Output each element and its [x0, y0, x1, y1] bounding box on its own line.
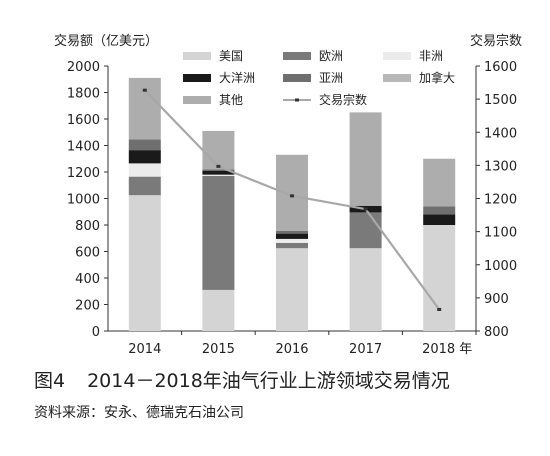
bar-segment	[423, 214, 456, 225]
bar-segment	[202, 174, 235, 176]
bar-segment	[202, 289, 235, 331]
bar-segment	[128, 163, 161, 177]
y-right-tick-label: 1100	[484, 226, 517, 241]
y-right-tick-label: 1500	[484, 93, 517, 108]
figure-title: 2014－2018年油气行业上游领域交易情况	[87, 370, 450, 392]
legend-line-marker	[295, 98, 299, 102]
legend-label: 加拿大	[419, 70, 455, 85]
y-axis-right-title: 交易宗数	[470, 33, 522, 49]
bar-segment	[276, 233, 308, 239]
bar-segment	[276, 238, 308, 243]
line-point-marker	[363, 207, 368, 211]
y-left-tick-label: 400	[75, 272, 100, 287]
bar-segment	[202, 175, 235, 290]
bar-segment	[349, 248, 382, 331]
y-left-tick-label: 1400	[67, 140, 100, 155]
bar-segment	[128, 176, 161, 196]
y-right-tick-label: 900	[484, 292, 509, 307]
bar-segment	[128, 77, 161, 140]
line-point-marker	[437, 307, 442, 311]
y-left-tick-label: 800	[75, 219, 100, 234]
x-tick-label: 2016	[275, 342, 308, 357]
x-tick-label: 2017	[349, 342, 382, 357]
bar-segment	[276, 248, 308, 331]
bar-segment	[128, 139, 161, 151]
y-left-tick-label: 1800	[67, 87, 100, 102]
legend-swatch	[383, 74, 411, 82]
bar-segment	[202, 169, 235, 171]
bar-segment	[202, 170, 235, 175]
x-tick-label: 2015	[202, 342, 235, 357]
bar-segment	[276, 230, 308, 234]
line-point-marker	[216, 164, 221, 168]
legend-swatch	[183, 52, 211, 60]
legend-swatch	[283, 52, 311, 60]
y-left-tick-label: 1000	[67, 193, 100, 208]
legend-label: 交易宗数	[319, 92, 367, 107]
legend-label: 美国	[219, 49, 243, 63]
y-right-tick-label: 1400	[484, 126, 517, 141]
y-left-tick-label: 2000	[67, 60, 100, 75]
y-right-tick-label: 1300	[484, 159, 517, 174]
y-right-tick-label: 800	[484, 325, 509, 340]
legend-swatch	[183, 74, 211, 82]
y-left-tick-label: 200	[75, 299, 100, 314]
legend-swatch	[183, 96, 211, 104]
bar-segment	[349, 212, 382, 249]
legend-label: 欧洲	[319, 49, 343, 63]
bar-segment	[423, 206, 456, 215]
legend-label: 其他	[219, 93, 243, 107]
y-left-tick-label: 600	[75, 246, 100, 261]
bar-segment	[276, 154, 308, 231]
legend-swatch	[283, 74, 311, 82]
line-point-marker	[290, 194, 294, 198]
figure-number: 图4	[34, 370, 66, 392]
y-left-tick-label: 1600	[67, 113, 100, 128]
x-tick-label: 2018 年	[422, 342, 472, 357]
y-left-tick-label: 0	[92, 325, 100, 340]
bar-segment	[128, 150, 161, 164]
legend-label: 大洋洲	[219, 70, 255, 85]
bar-segment	[202, 130, 235, 170]
figure-caption: 图4 2014－2018年油气行业上游领域交易情况	[34, 366, 450, 393]
bar-segment	[423, 225, 456, 331]
bar-segment	[276, 242, 308, 249]
y-left-tick-label: 1200	[67, 166, 100, 181]
figure-source: 资料来源：安永、德瑞克石油公司	[34, 405, 244, 421]
legend-label: 亚洲	[319, 71, 343, 85]
bar-segment	[423, 158, 456, 207]
x-tick-label: 2014	[128, 342, 161, 357]
y-right-tick-label: 1000	[484, 259, 517, 274]
legend-label: 非洲	[419, 49, 443, 63]
legend-swatch	[383, 52, 411, 60]
y-right-tick-label: 1600	[484, 60, 517, 75]
chart-svg: 交易额（亿美元） 交易宗数 0 200 400 600 800 1000 1200 1400 160…	[54, 33, 522, 357]
line-point-marker	[142, 88, 147, 92]
bar-segment	[128, 195, 161, 331]
bar-segment	[349, 112, 382, 206]
y-axis-left-title: 交易额（亿美元）	[54, 33, 158, 49]
y-right-tick-label: 1200	[484, 193, 517, 208]
